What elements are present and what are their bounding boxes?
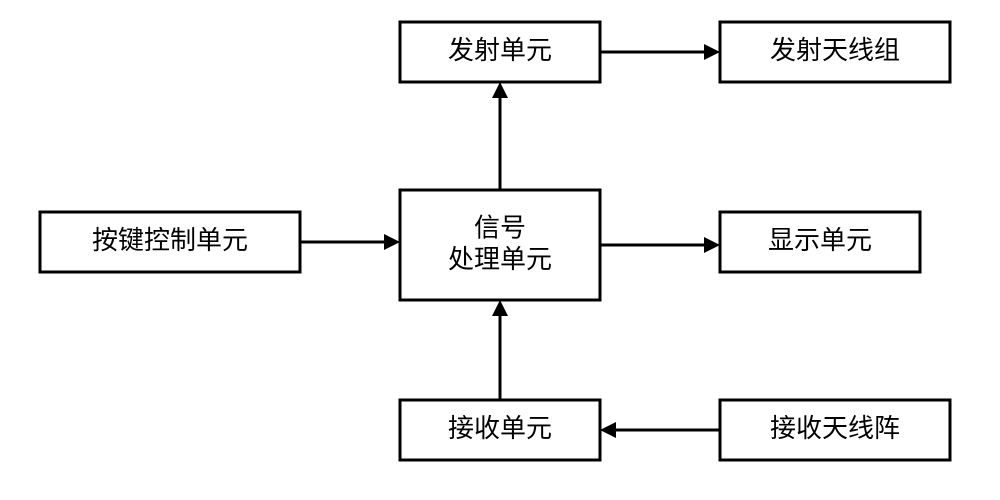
node-sig_proc: 信号处理单元 [400, 190, 600, 300]
node-tx_ant: 发射天线组 [720, 22, 950, 82]
node-label: 按键控制单元 [92, 226, 248, 255]
node-rx_ant: 接收天线阵 [720, 400, 950, 460]
flowchart-canvas: 按键控制单元 信号处理单元 发射单元 发射天线组显示单元接收单元 接收天线阵 [0, 0, 1000, 500]
node-tx_unit: 发射单元 [400, 22, 600, 82]
node-label: 显示单元 [768, 226, 872, 255]
edge-key_ctrl-sig_proc [300, 234, 400, 250]
edge-sig_proc-tx_unit [492, 82, 508, 190]
node-label: 信号 [474, 214, 526, 243]
node-key_ctrl: 按键控制单元 [40, 212, 300, 272]
edge-tx_unit-tx_ant [600, 44, 720, 60]
node-label: 接收天线阵 [770, 414, 900, 443]
node-label: 处理单元 [448, 245, 552, 274]
edge-rx_unit-sig_proc [492, 300, 508, 400]
edge-sig_proc-disp_unit [600, 237, 720, 253]
node-disp_unit: 显示单元 [720, 212, 920, 272]
node-label: 发射天线组 [770, 36, 900, 65]
node-label: 发射单元 [448, 36, 552, 65]
node-label: 接收单元 [448, 414, 552, 443]
edge-rx_ant-rx_unit [600, 422, 720, 438]
node-rx_unit: 接收单元 [400, 400, 600, 460]
